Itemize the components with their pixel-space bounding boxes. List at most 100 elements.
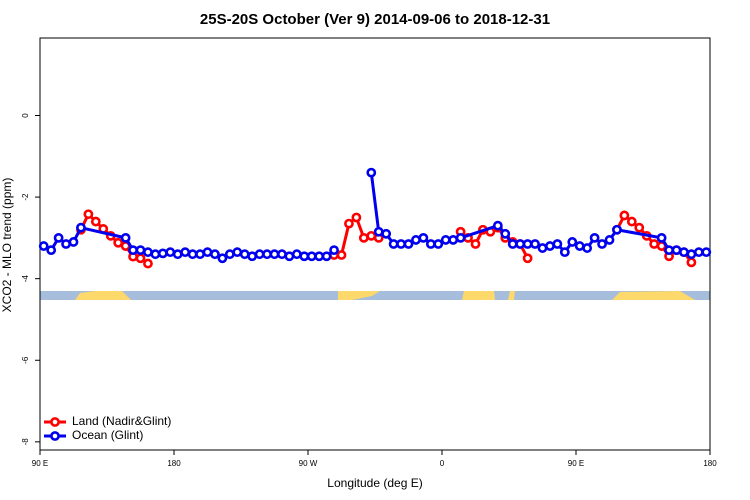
data-point [693, 247, 704, 258]
data-point [135, 245, 146, 256]
legend-marker [50, 417, 60, 427]
data-point [537, 243, 548, 253]
x-tick-label: 0 [440, 459, 445, 468]
legend-label: Ocean (Glint) [72, 428, 143, 442]
data-point [195, 249, 205, 260]
data-point [701, 247, 712, 258]
data-point [53, 232, 64, 243]
data-point [291, 249, 302, 260]
data-point [336, 250, 347, 260]
data-point [113, 237, 124, 248]
chart-title: 25S-20S October (Ver 9) 2014-09-06 to 20… [200, 11, 550, 28]
x-axis-label: Longitude (deg E) [327, 476, 422, 490]
data-point [582, 243, 593, 253]
data-point [210, 249, 220, 260]
land-patch [462, 291, 495, 300]
data-point [381, 228, 392, 239]
data-point [254, 249, 265, 260]
data-point [269, 249, 280, 260]
data-point [366, 230, 377, 241]
y-tick-label: -2 [21, 193, 30, 201]
data-point [239, 249, 250, 260]
y-tick-label: -8 [21, 438, 30, 446]
data-point [545, 241, 555, 251]
data-point [224, 249, 235, 260]
land-patch [612, 291, 695, 300]
data-point [187, 249, 198, 260]
series-line [43, 172, 707, 260]
data-point [649, 239, 660, 249]
land-patch [75, 291, 131, 300]
data-point [597, 239, 607, 249]
y-axis-label: XCO2 - MLO trend (ppm) [0, 178, 14, 313]
data-point [90, 216, 101, 227]
data-point [68, 237, 79, 247]
data-point [388, 239, 399, 249]
data-point [671, 245, 682, 256]
data-point [366, 167, 377, 178]
data-point [344, 218, 354, 229]
data-point [358, 232, 369, 243]
data-point [396, 239, 406, 249]
data-point [403, 239, 414, 249]
data-point [306, 251, 317, 262]
data-point [522, 253, 533, 264]
data-point [61, 239, 71, 249]
data-point [284, 251, 295, 262]
data-point [604, 235, 615, 245]
data-point [507, 239, 518, 249]
legend-marker [50, 431, 60, 441]
data-point [135, 253, 146, 264]
data-point [373, 226, 384, 237]
data-point [143, 258, 153, 269]
data-point [522, 239, 533, 249]
data-point [492, 220, 503, 231]
data-point [277, 249, 287, 260]
y-tick-label: 0 [21, 113, 30, 118]
data-point [559, 247, 570, 258]
x-tick-label: 180 [167, 459, 181, 468]
data-point [38, 241, 49, 251]
x-tick-label: 90 E [32, 459, 48, 468]
x-tick-label: 90 W [299, 459, 318, 468]
data-point [232, 247, 243, 258]
data-point [567, 237, 578, 247]
data-point [664, 245, 674, 256]
data-point [150, 249, 161, 260]
data-point [299, 251, 310, 262]
data-point [433, 239, 444, 249]
data-point [329, 245, 339, 256]
data-point [83, 209, 94, 220]
data-point [574, 241, 585, 251]
x-tick-label: 180 [703, 459, 717, 468]
data-point [120, 232, 131, 243]
data-point [247, 251, 258, 262]
data-point [76, 222, 86, 233]
ocean-band [40, 291, 710, 300]
data-point [351, 212, 362, 223]
legend-label: Land (Nadir&Glint) [72, 414, 171, 428]
data-point [411, 235, 421, 245]
data-point [448, 235, 459, 245]
data-point [515, 239, 526, 249]
data-point [619, 210, 630, 221]
data-point [612, 224, 622, 235]
data-point [217, 253, 228, 264]
data-point [425, 239, 436, 249]
data-point [656, 232, 667, 243]
data-point [552, 239, 563, 249]
data-point [157, 248, 168, 259]
land-ocean-strip [40, 291, 710, 300]
data-point [686, 257, 697, 268]
data-point [500, 228, 511, 239]
data-point [165, 247, 176, 258]
data-point [634, 222, 645, 233]
y-tick-label: -4 [21, 275, 30, 283]
y-tick-label: -6 [21, 356, 30, 364]
data-point [589, 232, 600, 243]
data-point [679, 247, 689, 258]
data-point [455, 232, 466, 243]
data-point [470, 239, 481, 249]
